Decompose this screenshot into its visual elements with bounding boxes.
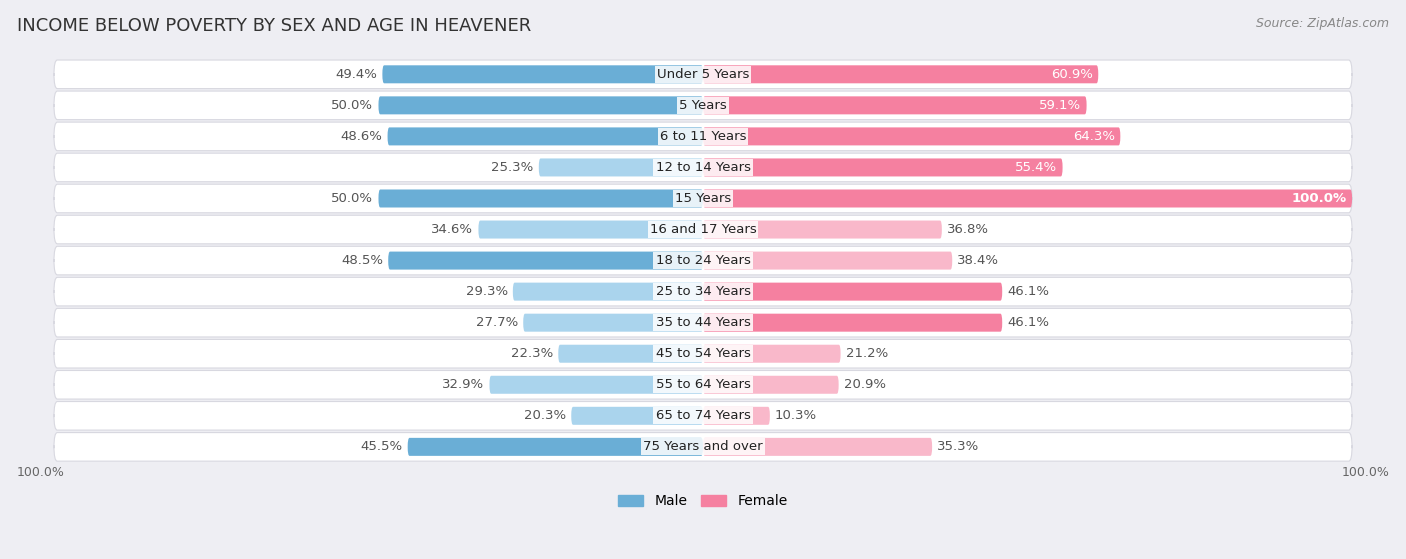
Text: 64.3%: 64.3% [1073,130,1115,143]
FancyBboxPatch shape [53,433,1353,461]
Text: 16 and 17 Years: 16 and 17 Years [650,223,756,236]
Text: 55 to 64 Years: 55 to 64 Years [655,378,751,391]
Text: 48.6%: 48.6% [340,130,382,143]
FancyBboxPatch shape [53,122,1353,151]
FancyBboxPatch shape [703,158,1063,177]
Text: 12 to 14 Years: 12 to 14 Years [655,161,751,174]
FancyBboxPatch shape [703,345,841,363]
FancyBboxPatch shape [703,252,952,269]
FancyBboxPatch shape [53,401,1353,430]
Text: 48.5%: 48.5% [342,254,382,267]
Text: 75 Years and over: 75 Years and over [643,440,763,453]
FancyBboxPatch shape [523,314,703,331]
Text: 50.0%: 50.0% [332,192,373,205]
FancyBboxPatch shape [408,438,703,456]
Text: 45.5%: 45.5% [360,440,402,453]
FancyBboxPatch shape [513,283,703,301]
Text: 32.9%: 32.9% [441,378,484,391]
Text: 55.4%: 55.4% [1015,161,1057,174]
Text: 5 Years: 5 Years [679,99,727,112]
Text: 10.3%: 10.3% [775,409,817,422]
FancyBboxPatch shape [478,221,703,239]
FancyBboxPatch shape [489,376,703,394]
Text: 25 to 34 Years: 25 to 34 Years [655,285,751,298]
Text: 45 to 54 Years: 45 to 54 Years [655,347,751,360]
Text: 36.8%: 36.8% [948,223,988,236]
Text: 29.3%: 29.3% [465,285,508,298]
Text: 25.3%: 25.3% [491,161,534,174]
FancyBboxPatch shape [53,247,1353,275]
Text: 38.4%: 38.4% [957,254,1000,267]
FancyBboxPatch shape [703,221,942,239]
FancyBboxPatch shape [703,438,932,456]
Text: 46.1%: 46.1% [1008,316,1049,329]
Text: 27.7%: 27.7% [475,316,517,329]
FancyBboxPatch shape [558,345,703,363]
Text: 46.1%: 46.1% [1008,285,1049,298]
FancyBboxPatch shape [703,127,1121,145]
Text: 20.3%: 20.3% [524,409,567,422]
Text: 100.0%: 100.0% [1341,466,1389,479]
FancyBboxPatch shape [388,127,703,145]
FancyBboxPatch shape [538,158,703,177]
FancyBboxPatch shape [53,339,1353,368]
Text: 22.3%: 22.3% [510,347,553,360]
FancyBboxPatch shape [388,252,703,269]
FancyBboxPatch shape [53,184,1353,213]
FancyBboxPatch shape [703,65,1098,83]
FancyBboxPatch shape [703,407,770,425]
Text: 100.0%: 100.0% [17,466,65,479]
FancyBboxPatch shape [53,60,1353,88]
Text: 15 Years: 15 Years [675,192,731,205]
FancyBboxPatch shape [53,153,1353,182]
Text: 18 to 24 Years: 18 to 24 Years [655,254,751,267]
Text: 35 to 44 Years: 35 to 44 Years [655,316,751,329]
FancyBboxPatch shape [53,215,1353,244]
FancyBboxPatch shape [53,277,1353,306]
FancyBboxPatch shape [378,190,703,207]
Text: 35.3%: 35.3% [938,440,980,453]
FancyBboxPatch shape [703,376,838,394]
Text: 65 to 74 Years: 65 to 74 Years [655,409,751,422]
Text: 21.2%: 21.2% [846,347,889,360]
Text: INCOME BELOW POVERTY BY SEX AND AGE IN HEAVENER: INCOME BELOW POVERTY BY SEX AND AGE IN H… [17,17,531,35]
Text: 60.9%: 60.9% [1052,68,1092,81]
Text: 34.6%: 34.6% [432,223,474,236]
FancyBboxPatch shape [382,65,703,83]
FancyBboxPatch shape [53,91,1353,120]
Text: 100.0%: 100.0% [1292,192,1347,205]
FancyBboxPatch shape [703,96,1087,115]
Text: 20.9%: 20.9% [844,378,886,391]
Text: 6 to 11 Years: 6 to 11 Years [659,130,747,143]
Text: Under 5 Years: Under 5 Years [657,68,749,81]
FancyBboxPatch shape [571,407,703,425]
Legend: Male, Female: Male, Female [613,489,793,514]
FancyBboxPatch shape [703,283,1002,301]
Text: Source: ZipAtlas.com: Source: ZipAtlas.com [1256,17,1389,30]
Text: 59.1%: 59.1% [1039,99,1081,112]
FancyBboxPatch shape [53,309,1353,337]
Text: 50.0%: 50.0% [332,99,373,112]
Text: 49.4%: 49.4% [335,68,377,81]
FancyBboxPatch shape [378,96,703,115]
FancyBboxPatch shape [53,371,1353,399]
FancyBboxPatch shape [703,190,1353,207]
FancyBboxPatch shape [703,314,1002,331]
